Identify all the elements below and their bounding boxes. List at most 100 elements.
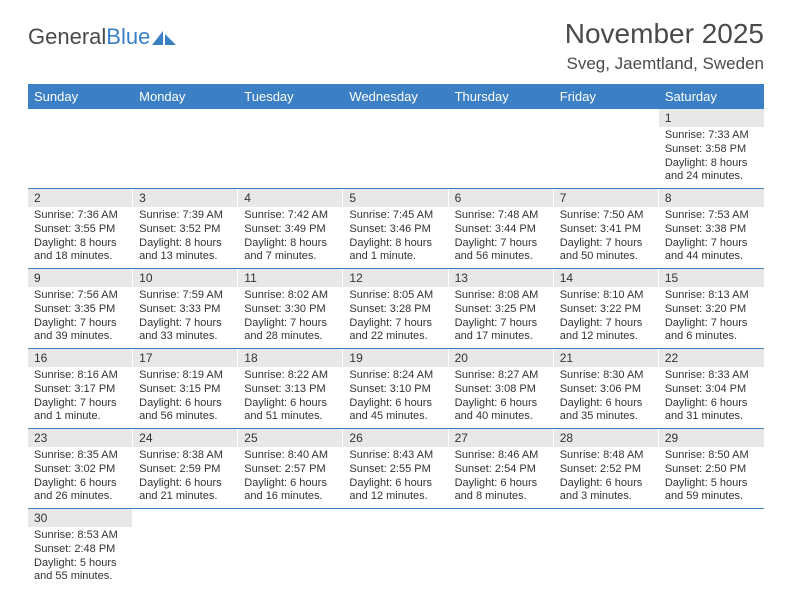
calendar-cell: 3Sunrise: 7:39 AMSunset: 3:52 PMDaylight… [133, 189, 238, 269]
day-details: Sunrise: 8:19 AMSunset: 3:15 PMDaylight:… [133, 367, 238, 428]
day-number [238, 109, 343, 127]
logo-text-1: General [28, 24, 106, 50]
day-number: 15 [659, 269, 764, 287]
calendar-cell [133, 509, 238, 589]
day-number: 24 [133, 429, 238, 447]
calendar-cell: 30Sunrise: 8:53 AMSunset: 2:48 PMDayligh… [28, 509, 133, 589]
day-number [554, 509, 659, 527]
day-number [554, 109, 659, 127]
day-details: Sunrise: 7:59 AMSunset: 3:33 PMDaylight:… [133, 287, 238, 348]
day-number: 1 [659, 109, 764, 127]
day-details: Sunrise: 8:08 AMSunset: 3:25 PMDaylight:… [449, 287, 554, 348]
day-details: Sunrise: 8:46 AMSunset: 2:54 PMDaylight:… [449, 447, 554, 508]
calendar-row: 2Sunrise: 7:36 AMSunset: 3:55 PMDaylight… [28, 189, 764, 269]
day-number: 22 [659, 349, 764, 367]
day-details: Sunrise: 8:40 AMSunset: 2:57 PMDaylight:… [238, 447, 343, 508]
day-details: Sunrise: 8:05 AMSunset: 3:28 PMDaylight:… [343, 287, 448, 348]
calendar-row: 16Sunrise: 8:16 AMSunset: 3:17 PMDayligh… [28, 349, 764, 429]
day-details: Sunrise: 7:33 AMSunset: 3:58 PMDaylight:… [659, 127, 764, 188]
calendar-row: 23Sunrise: 8:35 AMSunset: 3:02 PMDayligh… [28, 429, 764, 509]
day-details: Sunrise: 7:36 AMSunset: 3:55 PMDaylight:… [28, 207, 133, 268]
calendar-cell: 8Sunrise: 7:53 AMSunset: 3:38 PMDaylight… [659, 189, 764, 269]
day-details: Sunrise: 8:24 AMSunset: 3:10 PMDaylight:… [343, 367, 448, 428]
day-number: 7 [554, 189, 659, 207]
calendar-cell: 24Sunrise: 8:38 AMSunset: 2:59 PMDayligh… [133, 429, 238, 509]
location: Sveg, Jaemtland, Sweden [565, 54, 764, 74]
day-details: Sunrise: 7:53 AMSunset: 3:38 PMDaylight:… [659, 207, 764, 268]
calendar-cell: 27Sunrise: 8:46 AMSunset: 2:54 PMDayligh… [449, 429, 554, 509]
day-number: 2 [28, 189, 133, 207]
day-number [343, 509, 448, 527]
day-number [659, 509, 764, 527]
day-number: 16 [28, 349, 133, 367]
sail-icon [152, 29, 176, 45]
calendar-cell: 21Sunrise: 8:30 AMSunset: 3:06 PMDayligh… [554, 349, 659, 429]
calendar-table: SundayMondayTuesdayWednesdayThursdayFrid… [28, 84, 764, 588]
calendar-cell: 11Sunrise: 8:02 AMSunset: 3:30 PMDayligh… [238, 269, 343, 349]
calendar-cell: 17Sunrise: 8:19 AMSunset: 3:15 PMDayligh… [133, 349, 238, 429]
calendar-row: 30Sunrise: 8:53 AMSunset: 2:48 PMDayligh… [28, 509, 764, 589]
day-number: 19 [343, 349, 448, 367]
day-details: Sunrise: 8:30 AMSunset: 3:06 PMDaylight:… [554, 367, 659, 428]
calendar-cell [28, 109, 133, 189]
calendar-cell: 18Sunrise: 8:22 AMSunset: 3:13 PMDayligh… [238, 349, 343, 429]
day-details: Sunrise: 8:13 AMSunset: 3:20 PMDaylight:… [659, 287, 764, 348]
day-details: Sunrise: 7:39 AMSunset: 3:52 PMDaylight:… [133, 207, 238, 268]
day-number: 21 [554, 349, 659, 367]
logo-text-2: Blue [106, 24, 150, 50]
day-details: Sunrise: 7:56 AMSunset: 3:35 PMDaylight:… [28, 287, 133, 348]
header: GeneralBlue November 2025 Sveg, Jaemtlan… [28, 18, 764, 74]
title-block: November 2025 Sveg, Jaemtland, Sweden [565, 18, 764, 74]
calendar-cell [133, 109, 238, 189]
day-details: Sunrise: 8:33 AMSunset: 3:04 PMDaylight:… [659, 367, 764, 428]
day-details: Sunrise: 8:38 AMSunset: 2:59 PMDaylight:… [133, 447, 238, 508]
calendar-cell: 13Sunrise: 8:08 AMSunset: 3:25 PMDayligh… [449, 269, 554, 349]
calendar-cell: 9Sunrise: 7:56 AMSunset: 3:35 PMDaylight… [28, 269, 133, 349]
calendar-cell: 28Sunrise: 8:48 AMSunset: 2:52 PMDayligh… [554, 429, 659, 509]
calendar-cell: 19Sunrise: 8:24 AMSunset: 3:10 PMDayligh… [343, 349, 448, 429]
day-number [28, 109, 133, 127]
calendar-cell [554, 509, 659, 589]
calendar-cell: 10Sunrise: 7:59 AMSunset: 3:33 PMDayligh… [133, 269, 238, 349]
day-number: 26 [343, 429, 448, 447]
calendar-cell: 5Sunrise: 7:45 AMSunset: 3:46 PMDaylight… [343, 189, 448, 269]
calendar-row: 1Sunrise: 7:33 AMSunset: 3:58 PMDaylight… [28, 109, 764, 189]
day-details: Sunrise: 7:45 AMSunset: 3:46 PMDaylight:… [343, 207, 448, 268]
day-details: Sunrise: 8:35 AMSunset: 3:02 PMDaylight:… [28, 447, 133, 508]
day-details: Sunrise: 8:48 AMSunset: 2:52 PMDaylight:… [554, 447, 659, 508]
day-number [449, 509, 554, 527]
calendar-cell [449, 509, 554, 589]
day-number: 28 [554, 429, 659, 447]
weekday-header: Wednesday [343, 84, 448, 109]
calendar-cell: 23Sunrise: 8:35 AMSunset: 3:02 PMDayligh… [28, 429, 133, 509]
calendar-cell [343, 109, 448, 189]
day-number: 12 [343, 269, 448, 287]
weekday-header: Sunday [28, 84, 133, 109]
weekday-header: Tuesday [238, 84, 343, 109]
day-number: 10 [133, 269, 238, 287]
day-number: 14 [554, 269, 659, 287]
calendar-cell [343, 509, 448, 589]
logo: GeneralBlue [28, 24, 176, 50]
calendar-cell [238, 109, 343, 189]
calendar-cell [554, 109, 659, 189]
day-details: Sunrise: 7:50 AMSunset: 3:41 PMDaylight:… [554, 207, 659, 268]
calendar-cell: 14Sunrise: 8:10 AMSunset: 3:22 PMDayligh… [554, 269, 659, 349]
calendar-row: 9Sunrise: 7:56 AMSunset: 3:35 PMDaylight… [28, 269, 764, 349]
calendar-cell: 16Sunrise: 8:16 AMSunset: 3:17 PMDayligh… [28, 349, 133, 429]
day-details: Sunrise: 8:02 AMSunset: 3:30 PMDaylight:… [238, 287, 343, 348]
calendar-cell: 25Sunrise: 8:40 AMSunset: 2:57 PMDayligh… [238, 429, 343, 509]
calendar-cell: 15Sunrise: 8:13 AMSunset: 3:20 PMDayligh… [659, 269, 764, 349]
day-details: Sunrise: 7:42 AMSunset: 3:49 PMDaylight:… [238, 207, 343, 268]
day-details: Sunrise: 8:16 AMSunset: 3:17 PMDaylight:… [28, 367, 133, 428]
day-number: 29 [659, 429, 764, 447]
day-number: 5 [343, 189, 448, 207]
weekday-header: Friday [554, 84, 659, 109]
day-number: 25 [238, 429, 343, 447]
calendar-cell [238, 509, 343, 589]
day-number: 17 [133, 349, 238, 367]
calendar-cell: 6Sunrise: 7:48 AMSunset: 3:44 PMDaylight… [449, 189, 554, 269]
weekday-header: Saturday [659, 84, 764, 109]
calendar-cell: 26Sunrise: 8:43 AMSunset: 2:55 PMDayligh… [343, 429, 448, 509]
day-number [449, 109, 554, 127]
